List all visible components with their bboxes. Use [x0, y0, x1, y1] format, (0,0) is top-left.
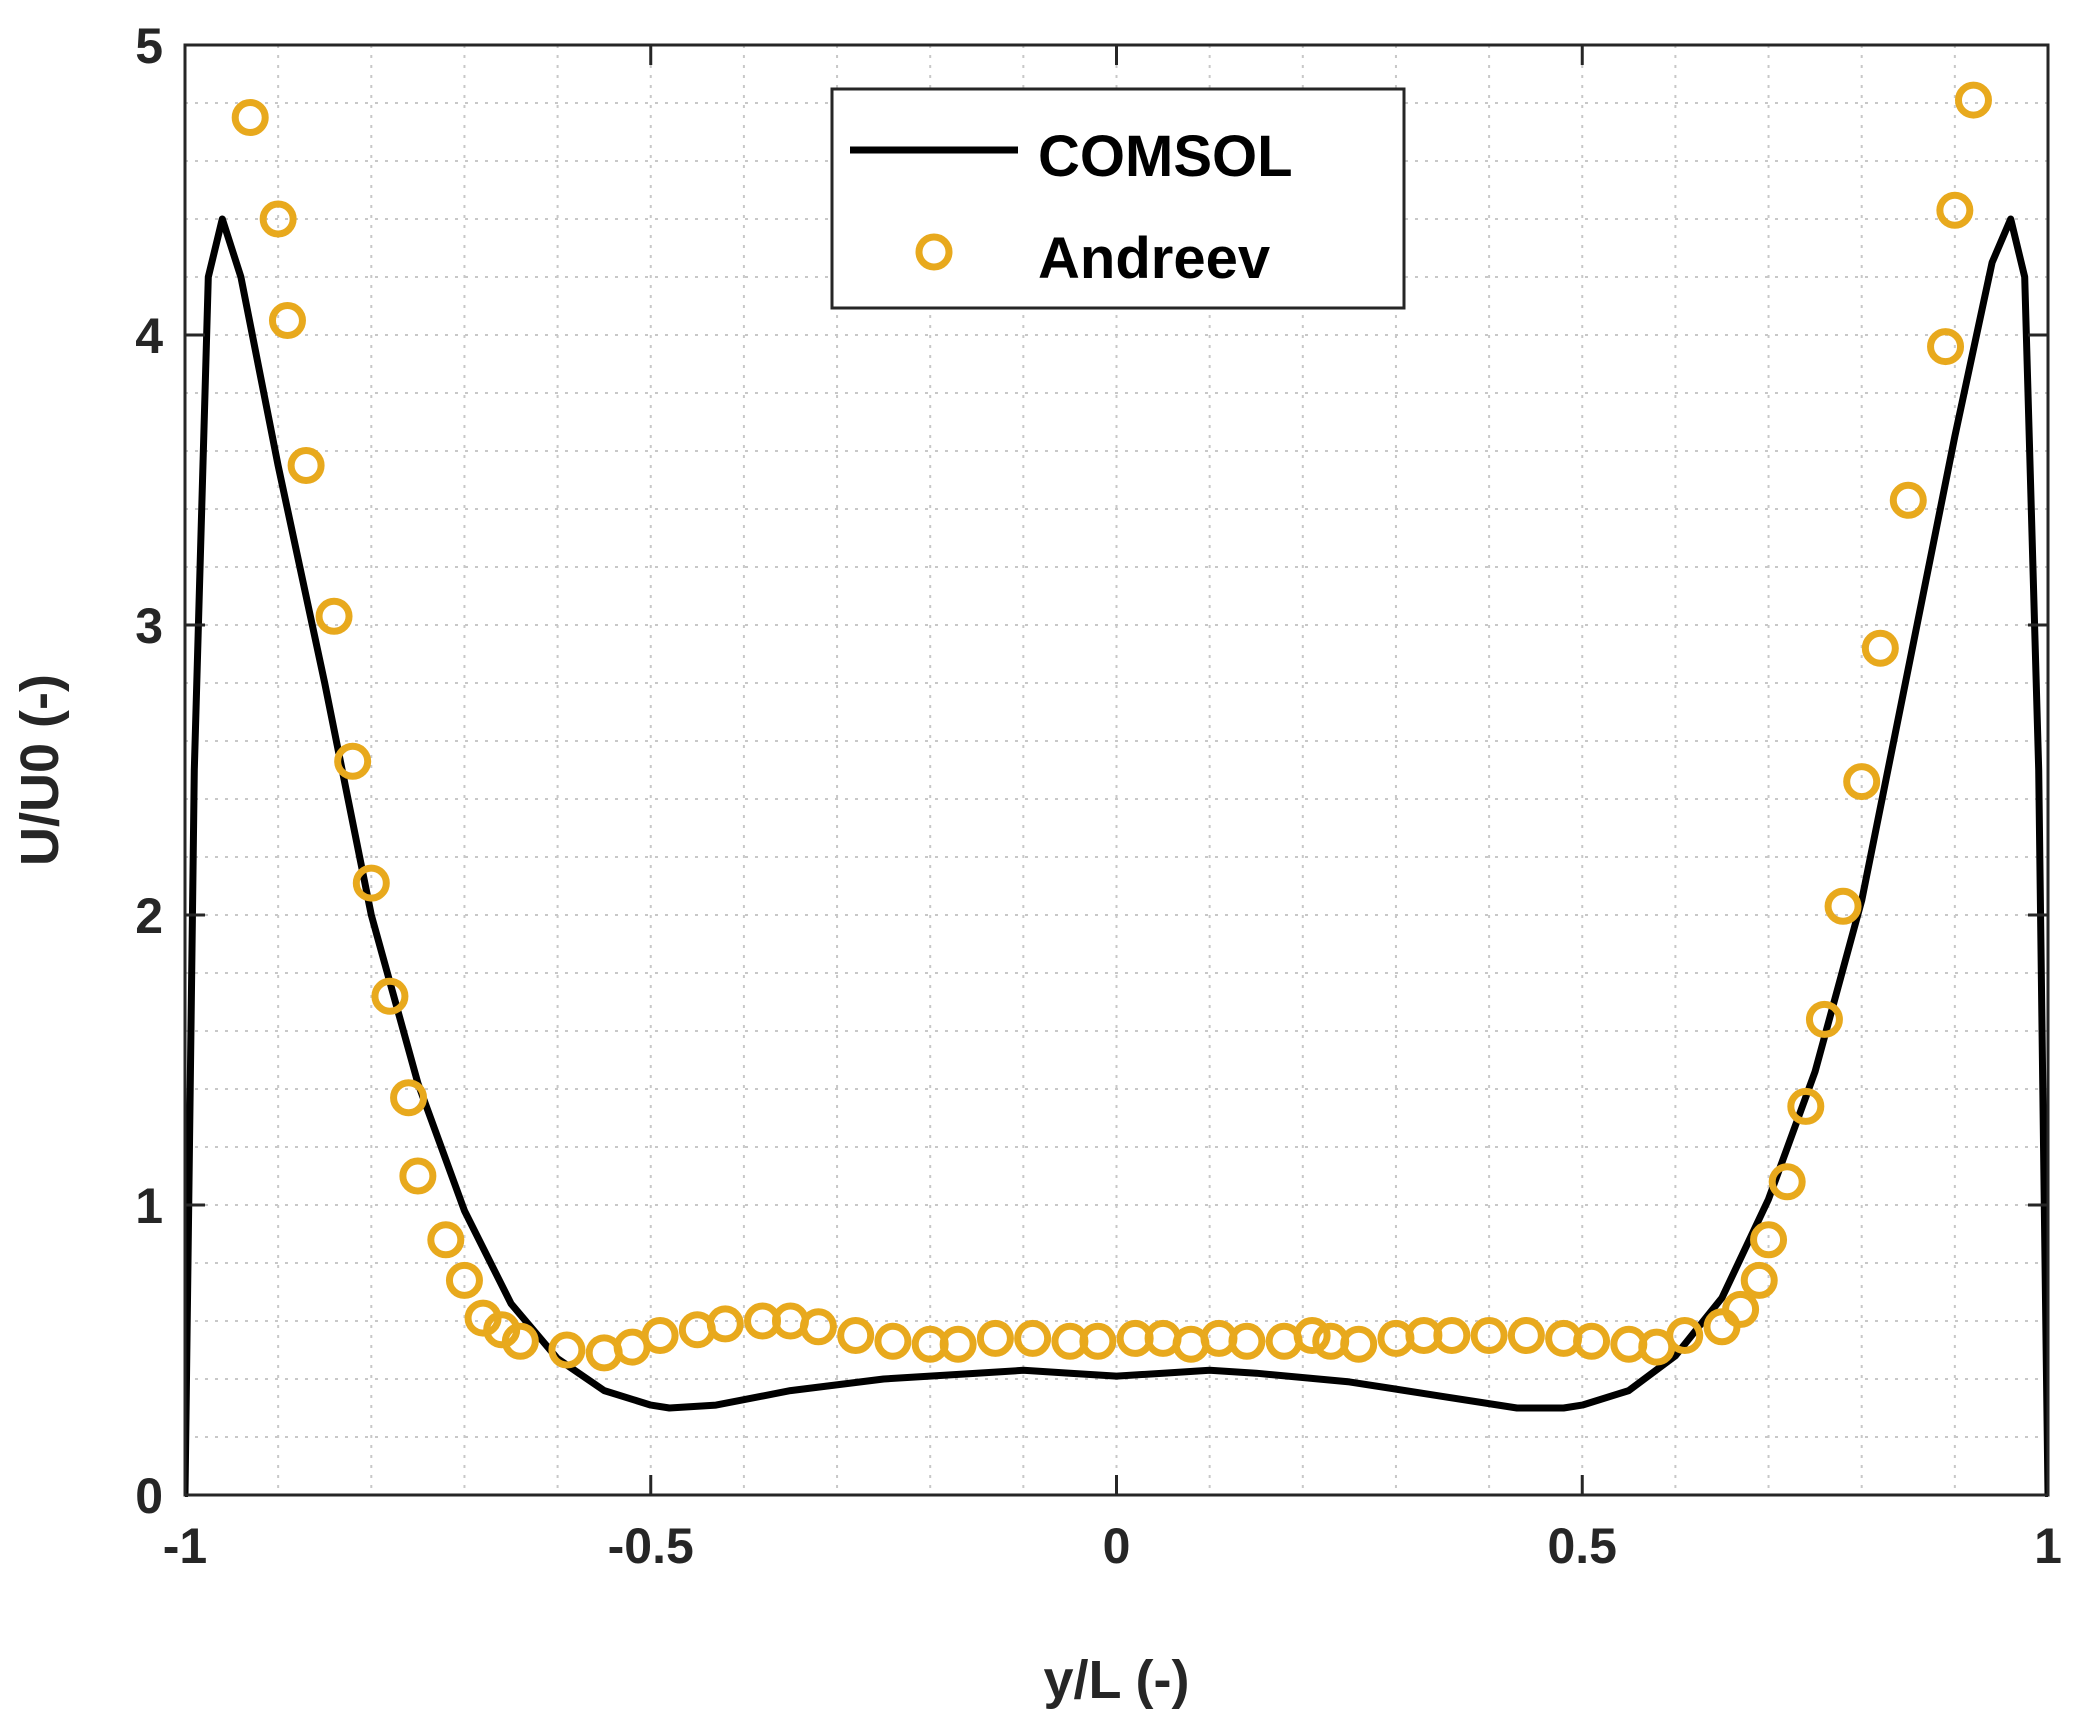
- andreev-point: [371, 977, 409, 1015]
- y-tick-label: 1: [135, 1178, 163, 1234]
- x-tick-label: 1: [2034, 1518, 2062, 1574]
- andreev-point: [1805, 1000, 1843, 1038]
- andreev-point: [287, 447, 325, 484]
- andreev-point: [1228, 1322, 1266, 1360]
- x-axis-label: y/L (-): [1044, 1650, 1190, 1710]
- andreev-point: [1573, 1322, 1611, 1360]
- andreev-point: [259, 200, 297, 238]
- andreev-point: [352, 864, 390, 902]
- andreev-point: [641, 1317, 679, 1354]
- andreev-point: [1768, 1163, 1806, 1201]
- legend-andreev-marker-swatch: [915, 233, 953, 271]
- legend-comsol-label: COMSOL: [1038, 124, 1293, 189]
- y-tick-label: 4: [135, 308, 163, 364]
- andreev-point: [976, 1319, 1014, 1357]
- andreev-point: [874, 1322, 912, 1360]
- legend-box: [830, 87, 1406, 310]
- x-tick-label: 0: [1103, 1518, 1131, 1574]
- andreev-point: [1470, 1317, 1508, 1354]
- andreev-point: [1666, 1317, 1704, 1354]
- ticks: -1 -0.5 0 0.5 1 0 1 2 3 4 5: [135, 18, 2062, 1574]
- andreev-point: [1927, 328, 1965, 366]
- andreev-point: [1740, 1261, 1778, 1299]
- andreev-point: [427, 1221, 465, 1259]
- y-tick-label: 5: [135, 18, 163, 74]
- andreev-point: [1889, 481, 1927, 519]
- andreev-point: [1433, 1317, 1471, 1354]
- andreev-point: [1340, 1325, 1378, 1363]
- x-tick-label: -1: [163, 1518, 207, 1574]
- andreev-point: [1293, 1317, 1331, 1354]
- andreev-point: [1936, 191, 1974, 229]
- andreev-point: [799, 1308, 837, 1346]
- andreev-point: [1824, 887, 1862, 925]
- andreev-point: [231, 99, 269, 136]
- y-tick-label: 0: [135, 1468, 163, 1524]
- andreev-point: [1014, 1319, 1052, 1357]
- andreev-point: [1079, 1322, 1117, 1360]
- andreev-point: [334, 742, 372, 780]
- andreev-point: [1954, 81, 1992, 119]
- andreev-point: [939, 1325, 977, 1363]
- andreev-point: [501, 1322, 539, 1360]
- legend-andreev-label: Andreev: [1038, 226, 1270, 291]
- andreev-point: [315, 597, 353, 635]
- andreev-point: [1861, 629, 1899, 667]
- andreev-point: [548, 1331, 586, 1369]
- y-tick-label: 2: [135, 888, 163, 944]
- series-layer: [185, 81, 2048, 1497]
- andreev-point: [390, 1079, 428, 1117]
- andreev-point: [268, 302, 306, 339]
- x-tick-label: -0.5: [608, 1518, 694, 1574]
- andreev-point: [706, 1305, 744, 1343]
- andreev-point: [1787, 1087, 1825, 1125]
- andreev-point: [445, 1261, 483, 1299]
- y-axis-label: U/U0 (-): [10, 674, 70, 866]
- andreev-point: [837, 1317, 875, 1354]
- series-comsol-line: [185, 215, 2048, 1497]
- y-tick-label: 3: [135, 598, 163, 654]
- legend: COMSOL Andreev: [830, 87, 1406, 310]
- x-tick-label: 0.5: [1547, 1518, 1617, 1574]
- andreev-point: [399, 1157, 437, 1195]
- andreev-point: [1843, 763, 1881, 801]
- andreev-point: [1750, 1221, 1788, 1259]
- andreev-point: [1722, 1290, 1760, 1328]
- andreev-point: [1507, 1317, 1545, 1354]
